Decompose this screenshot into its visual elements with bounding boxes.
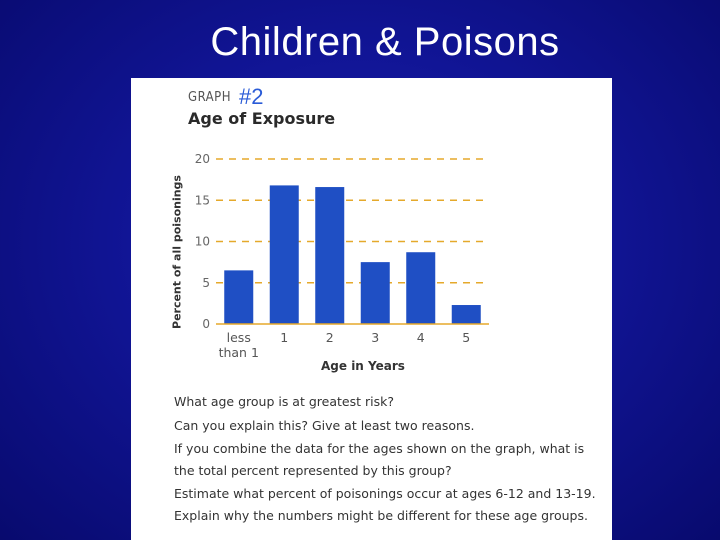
bar [406, 252, 436, 324]
question-3: If you combine the data for the ages sho… [174, 441, 585, 456]
y-tick-label: 10 [195, 235, 210, 249]
bar-chart: 0 5 10 15 20 less than 1 1 2 3 4 5 [195, 152, 489, 360]
question-2: Can you explain this? Give at least two … [174, 418, 475, 433]
y-tick-label: 20 [195, 152, 210, 166]
x-axis-label: Age in Years [321, 359, 405, 373]
chart-title: Age of Exposure [188, 109, 336, 128]
x-tick-label: 1 [280, 330, 288, 345]
x-tick-label: 3 [371, 330, 379, 345]
x-tick-label: 4 [417, 330, 425, 345]
bar [315, 187, 345, 324]
bar [224, 270, 254, 324]
bar [451, 305, 481, 324]
x-tick-label: 2 [326, 330, 334, 345]
question-1: What age group is at greatest risk? [174, 394, 394, 409]
y-tick-label: 15 [195, 193, 210, 207]
y-tick-label: 5 [202, 276, 210, 290]
question-3-continued: the total percent represented by this gr… [174, 463, 452, 478]
slide-title: Children & Poisons [210, 20, 560, 64]
graph-number: #2 [239, 84, 264, 109]
x-tick-label: 5 [462, 330, 470, 345]
textbook-panel: GRAPH #2 Age of Exposure Percent of all … [131, 78, 612, 540]
bar [269, 185, 299, 324]
question-5: Explain why the numbers might be differe… [174, 508, 588, 523]
graph-label: GRAPH [188, 90, 232, 105]
y-tick-label: 0 [202, 317, 210, 331]
x-tick-label: less than 1 [219, 330, 259, 360]
bar [360, 262, 390, 324]
question-list: What age group is at greatest risk? Can … [174, 390, 604, 528]
question-4: Estimate what percent of poisonings occu… [174, 486, 596, 501]
